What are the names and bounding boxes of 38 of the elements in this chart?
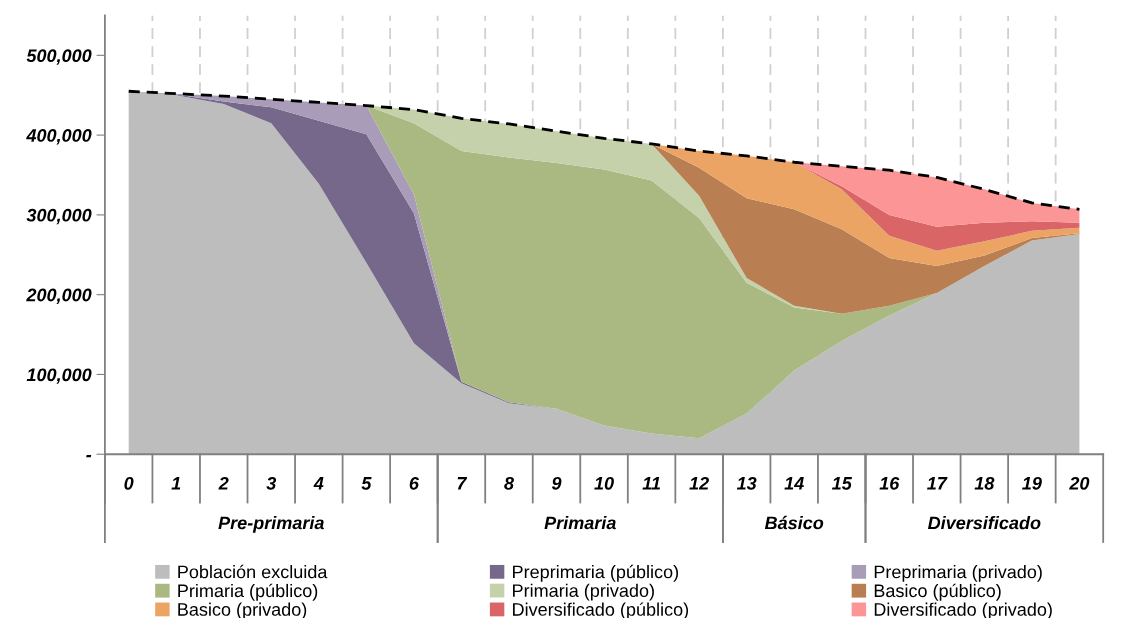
- x-tick-label: 14: [784, 477, 804, 490]
- x-tick-label: 6: [409, 476, 420, 490]
- y-tick-label: -: [86, 455, 92, 458]
- y-tick-label: 100,000: [26, 368, 92, 384]
- legend-label: Primaria (privado): [513, 583, 654, 601]
- legend-label: Preprimaria (público): [513, 564, 678, 582]
- x-tick-label: 11: [642, 477, 660, 490]
- x-tick-label: 1: [171, 477, 181, 490]
- text: Diversificado: [927, 516, 1041, 530]
- x-tick-label: 18: [974, 476, 995, 490]
- x-tick-label: 7: [457, 477, 468, 490]
- y-tick-label: 500,000: [26, 49, 92, 65]
- x-tick-label: 15: [831, 477, 852, 490]
- text: Pre-primaria: [218, 516, 324, 533]
- line-series: [127, 89, 1081, 211]
- x-tick-label: 2: [218, 476, 229, 490]
- x-tick-label: 20: [1069, 476, 1090, 490]
- x-tick-label: 0: [124, 476, 134, 490]
- text: Básico: [764, 515, 824, 530]
- x-tick-label: 10: [594, 476, 614, 490]
- x-tick-label: 5: [361, 477, 372, 490]
- text: Primaria: [544, 516, 616, 530]
- x-tick-label: 12: [689, 476, 709, 490]
- x-tick-label: 17: [927, 477, 948, 490]
- y-tick-label: 400,000: [26, 129, 92, 145]
- legend-label: Basico (público): [874, 583, 1001, 601]
- legend-label: Preprimaria (privado): [874, 565, 1042, 582]
- x-tick-label: 3: [266, 476, 277, 490]
- x-tick-label: 19: [1022, 476, 1042, 490]
- y-tick-label: 200,000: [26, 288, 92, 305]
- x-tick-label: 8: [504, 476, 514, 490]
- legend-label: Población excluida: [178, 564, 328, 579]
- x-tick-label: 9: [551, 476, 562, 490]
- legend-label: Primaria (público): [178, 583, 318, 601]
- x-tick-label: 16: [879, 476, 900, 490]
- y-tick-label: 300,000: [26, 208, 92, 225]
- x-tick-label: 4: [313, 477, 324, 490]
- x-tick-label: 13: [736, 476, 757, 490]
